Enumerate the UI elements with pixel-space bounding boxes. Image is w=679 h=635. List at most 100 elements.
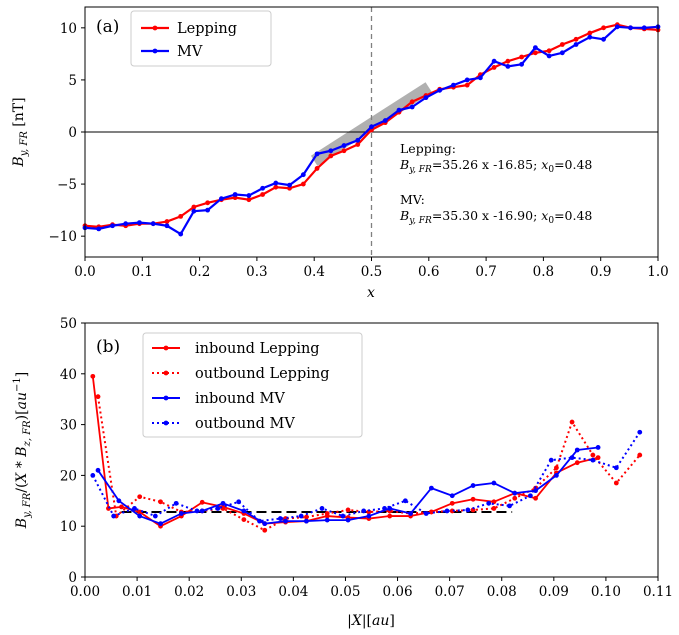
- data-point: [491, 480, 497, 486]
- panel-a-annotation: Lepping: By, FR=35.26 x -16.85; x0=0.48 …: [399, 141, 592, 226]
- data-point: [587, 34, 593, 40]
- data-point: [512, 490, 518, 496]
- data-point: [587, 30, 593, 36]
- x-tick-label: 0.07: [435, 584, 465, 600]
- panel-a-legend: Lepping MV: [130, 10, 272, 67]
- data-point: [519, 61, 525, 67]
- data-point: [260, 192, 266, 197]
- data-point: [402, 498, 408, 504]
- data-point: [340, 513, 346, 519]
- data-point: [178, 511, 184, 516]
- data-point: [150, 221, 156, 227]
- data-point: [303, 518, 309, 524]
- data-point: [300, 172, 306, 178]
- data-point: [595, 445, 601, 450]
- legend-label-inbound-mv: inbound MV: [195, 391, 285, 407]
- data-point: [429, 485, 434, 491]
- annotation-lepping-title: Lepping:: [400, 141, 456, 156]
- panel-a-x-ticks: 0.0 0.1 0.2 0.3 0.4 0.5 0.6 0.7 0.8 0.9 1.0: [74, 257, 669, 280]
- panel-b-frame: [84, 322, 659, 578]
- y-tick-label: 0: [68, 125, 77, 141]
- data-point: [90, 373, 96, 379]
- data-point: [366, 509, 372, 515]
- data-point: [423, 511, 429, 516]
- data-point: [95, 467, 101, 473]
- data-point: [574, 460, 580, 466]
- data-point: [355, 137, 361, 143]
- data-point: [423, 95, 429, 101]
- panel-b-label: (b): [96, 337, 120, 357]
- x-tick-label: 1.0: [647, 264, 668, 280]
- mv-x0-var: x: [541, 208, 548, 223]
- panel-b-legend-box: [142, 332, 363, 438]
- data-point: [491, 506, 497, 511]
- legend-marker-inbound-lepping: [163, 345, 169, 351]
- data-point: [164, 219, 170, 224]
- data-point: [601, 36, 606, 42]
- data-point: [110, 223, 115, 229]
- data-point: [137, 509, 143, 515]
- legend-label-inbound-lepping: inbound Lepping: [195, 341, 320, 357]
- data-point: [532, 50, 538, 56]
- legend-label-outbound-mv: outbound MV: [195, 416, 295, 432]
- data-point: [324, 517, 330, 523]
- data-point: [628, 25, 633, 31]
- data-point: [569, 455, 575, 461]
- annotation-mv-equation: By, FR=35.30 x -16.90; x0=0.48: [399, 208, 592, 226]
- lepping-x0-rest: =0.48: [554, 157, 592, 172]
- data-point: [614, 24, 620, 30]
- panel-b: 0.00 0.01 0.02 0.03 0.04 0.05 0.06 0.07 0.08 0.09…: [12, 316, 673, 629]
- y-tick-label: 50: [60, 316, 77, 332]
- data-point: [260, 185, 266, 191]
- data-point: [262, 521, 268, 527]
- data-point: [137, 494, 143, 500]
- data-point: [199, 499, 205, 505]
- data-point: [137, 220, 142, 226]
- data-point: [601, 25, 606, 31]
- data-point: [613, 465, 619, 471]
- data-point: [111, 513, 117, 519]
- y-tick-label: 10: [60, 21, 77, 37]
- data-point: [505, 58, 511, 64]
- data-point: [90, 473, 96, 478]
- data-point: [546, 48, 552, 54]
- y-tick-label: 10: [60, 519, 77, 535]
- legend-marker-outbound-lepping: [163, 370, 169, 376]
- x-tick-label: 0.04: [278, 584, 308, 600]
- legend-marker-outbound-mv: [163, 420, 169, 426]
- panel-a-x-axis-label: x: [367, 285, 375, 301]
- data-point: [218, 196, 224, 202]
- lepping-eq-sub: y, FR: [408, 165, 432, 175]
- data-point: [437, 87, 443, 93]
- x-tick-label: 0.1: [132, 264, 153, 280]
- y-tick-label: −10: [49, 229, 78, 245]
- lepping-eq-rest: =35.26 x -16.85;: [432, 157, 541, 172]
- data-point: [554, 473, 559, 478]
- x-tick-label: 0.03: [226, 584, 256, 600]
- data-point: [590, 457, 596, 463]
- legend-label-lepping: Lepping: [177, 21, 237, 37]
- data-point: [220, 500, 226, 506]
- data-point: [465, 507, 471, 513]
- y-tick-label: 5: [68, 73, 77, 89]
- data-point: [533, 495, 538, 501]
- legend-marker-lepping: [152, 25, 158, 31]
- data-point: [559, 42, 565, 47]
- data-point: [382, 506, 387, 511]
- lepping-eq-var: B: [399, 157, 409, 172]
- data-point: [641, 25, 647, 31]
- x-tick-label: 0.5: [361, 264, 382, 280]
- y-tick-label: 20: [60, 468, 77, 484]
- data-point: [559, 50, 565, 56]
- data-point: [590, 452, 596, 458]
- data-point: [408, 511, 413, 516]
- data-point: [444, 508, 450, 514]
- data-point: [152, 513, 158, 519]
- data-point: [178, 213, 184, 219]
- data-point: [573, 36, 579, 42]
- data-point: [548, 457, 554, 463]
- data-point: [173, 500, 179, 506]
- annotation-mv-title: MV:: [400, 192, 425, 207]
- x-tick-label: 0.01: [122, 584, 152, 600]
- data-point: [569, 419, 575, 425]
